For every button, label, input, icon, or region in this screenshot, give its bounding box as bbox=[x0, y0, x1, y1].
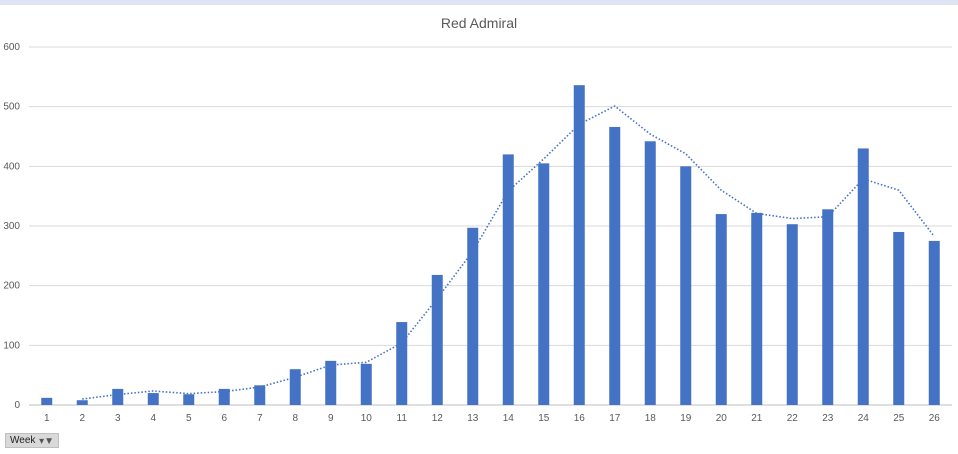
x-tick-label: 11 bbox=[397, 413, 408, 424]
x-tick-label: 1 bbox=[44, 413, 50, 424]
x-tick-label: 19 bbox=[680, 413, 692, 424]
bar bbox=[928, 240, 940, 405]
x-tick-label: 8 bbox=[292, 413, 298, 424]
bar bbox=[147, 393, 159, 405]
filter-dropdown-icon: ▾▼ bbox=[39, 436, 54, 447]
bar bbox=[609, 126, 621, 405]
top-band bbox=[0, 0, 958, 5]
x-tick-label: 22 bbox=[787, 413, 799, 424]
bar bbox=[431, 274, 443, 405]
y-tick-label: 100 bbox=[3, 340, 20, 351]
week-filter-button[interactable]: Week ▾▼ bbox=[5, 433, 59, 448]
x-tick-label: 6 bbox=[221, 413, 227, 424]
x-tick-label: 15 bbox=[538, 413, 550, 424]
bar bbox=[822, 209, 834, 405]
x-tick-label: 13 bbox=[467, 413, 479, 424]
x-tick-label: 2 bbox=[79, 413, 85, 424]
x-tick-label: 5 bbox=[186, 413, 192, 424]
x-tick-label: 21 bbox=[751, 413, 763, 424]
chart-title: Red Admiral bbox=[440, 15, 518, 31]
y-tick-label: 300 bbox=[3, 221, 20, 232]
y-tick-label: 400 bbox=[3, 161, 20, 172]
moving-average-trendline bbox=[82, 105, 935, 400]
y-tick-label: 600 bbox=[3, 42, 20, 53]
y-tick-label: 200 bbox=[3, 281, 20, 292]
bar bbox=[538, 163, 550, 405]
bar bbox=[289, 369, 301, 405]
bar bbox=[467, 227, 479, 405]
x-tick-label: 14 bbox=[503, 413, 515, 424]
x-tick-label: 12 bbox=[432, 413, 444, 424]
x-tick-label: 4 bbox=[150, 413, 156, 424]
week-filter-label: Week bbox=[10, 435, 36, 446]
bar bbox=[218, 388, 230, 405]
x-tick-label: 10 bbox=[361, 413, 373, 424]
bar bbox=[857, 148, 869, 405]
x-tick-label: 7 bbox=[257, 413, 263, 424]
bar bbox=[573, 85, 585, 405]
y-tick-label: 0 bbox=[14, 400, 20, 411]
bar bbox=[715, 214, 727, 405]
x-tick-label: 17 bbox=[609, 413, 621, 424]
x-tick-label: 24 bbox=[858, 413, 870, 424]
bar bbox=[112, 388, 124, 405]
x-tick-label: 16 bbox=[574, 413, 586, 424]
x-tick-label: 26 bbox=[929, 413, 941, 424]
bar bbox=[360, 363, 372, 405]
bar bbox=[183, 394, 195, 405]
bar bbox=[893, 231, 905, 405]
bar bbox=[786, 224, 798, 405]
bar bbox=[76, 400, 88, 405]
bar bbox=[644, 141, 656, 406]
y-tick-label: 500 bbox=[3, 102, 20, 113]
bar bbox=[502, 154, 514, 405]
bar bbox=[254, 385, 266, 405]
bar bbox=[396, 322, 408, 405]
bar bbox=[325, 360, 337, 405]
bar bbox=[680, 166, 692, 405]
x-tick-label: 20 bbox=[716, 413, 728, 424]
x-tick-label: 18 bbox=[645, 413, 657, 424]
bar bbox=[41, 397, 53, 405]
x-tick-label: 3 bbox=[115, 413, 121, 424]
x-tick-label: 23 bbox=[822, 413, 834, 424]
x-tick-label: 9 bbox=[328, 413, 334, 424]
x-tick-label: 25 bbox=[893, 413, 905, 424]
bar bbox=[751, 212, 763, 405]
